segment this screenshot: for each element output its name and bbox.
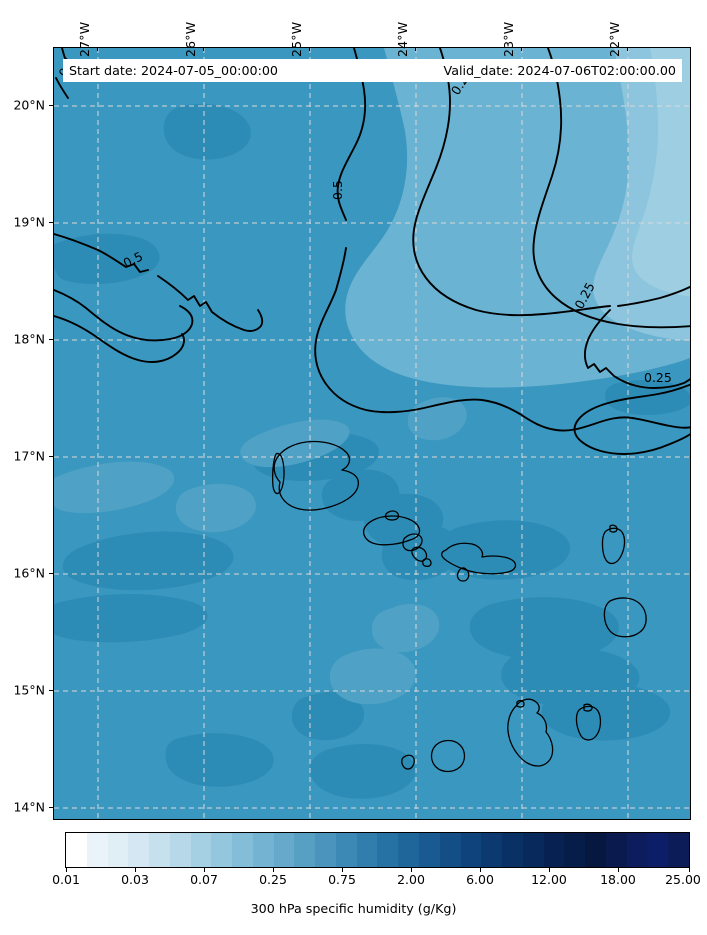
x-tickmark: [627, 47, 628, 51]
cb-tickmark: [135, 868, 136, 872]
x-tickmark: [309, 47, 310, 51]
colorbar-swatch: [522, 833, 544, 867]
colorbar-caption: 300 hPa specific humidity (g/Kg): [250, 901, 457, 916]
colorbar-swatch: [211, 833, 233, 867]
x-tickmark: [203, 47, 204, 51]
x-tickmark: [97, 47, 98, 51]
y-tickmark: [49, 339, 53, 340]
cb-tick-label-1200: 12.00: [531, 872, 567, 887]
colorbar-swatch: [439, 833, 461, 867]
y-tickmark: [49, 807, 53, 808]
colorbar-swatch: [419, 833, 440, 867]
colorbar-swatch: [605, 833, 627, 867]
region-dry-core-inner: [632, 48, 690, 297]
y-tick-label-20n: 20°N: [13, 97, 45, 113]
colorbar-swatch: [190, 833, 212, 867]
colorbar-swatch: [294, 833, 316, 867]
map-field-svg: 0.5 0.5 0.5 0.25 0.25 0.25: [54, 48, 690, 819]
title-overlay: Start date: 2024-07-05_00:00:00 Valid_da…: [63, 59, 682, 82]
y-tickmark: [49, 222, 53, 223]
y-tick-label-19n: 19°N: [13, 214, 45, 230]
x-tick-label-27w: 27°W: [77, 21, 92, 57]
map-clip: 0.5 0.5 0.5 0.25 0.25 0.25: [54, 48, 690, 819]
cb-tickmark: [204, 868, 205, 872]
colorbar-swatch: [86, 833, 108, 867]
map-plot-area[interactable]: 0.5 0.5 0.5 0.25 0.25 0.25: [53, 47, 691, 820]
start-date-label: Start date: 2024-07-05_00:00:00: [69, 63, 279, 78]
colorbar-swatch: [128, 833, 150, 867]
y-tickmark: [49, 105, 53, 106]
colorbar-swatch: [564, 833, 586, 867]
cb-tick-label-200: 2.00: [397, 872, 425, 887]
contour-label-025-lower: 0.25: [644, 370, 672, 385]
colorbar-swatch: [626, 833, 648, 867]
cb-tickmark: [480, 868, 481, 872]
map-gridlines: [54, 48, 690, 819]
colorbar-swatch: [543, 833, 565, 867]
colorbar-swatch: [460, 833, 482, 867]
coastline-cape-verde: [271, 440, 647, 773]
colorbar-swatch: [356, 833, 378, 867]
y-tick-label-15n: 15°N: [13, 682, 45, 698]
cb-tickmark: [66, 868, 67, 872]
cb-tick-label-075: 0.75: [328, 872, 356, 887]
colorbar-swatch: [335, 833, 357, 867]
cb-tick-label-001: 0.01: [52, 872, 80, 887]
x-tick-label-22w: 22°W: [607, 21, 622, 57]
cb-tick-label-600: 6.00: [466, 872, 494, 887]
x-tick-label-23w: 23°W: [501, 21, 516, 57]
y-tick-label-17n: 17°N: [13, 448, 45, 464]
colorbar-swatch: [169, 833, 191, 867]
cb-tick-label-007: 0.07: [190, 872, 218, 887]
colorbar-swatch: [252, 833, 274, 867]
x-tick-label-24w: 24°W: [395, 21, 410, 57]
x-tickmark: [521, 47, 522, 51]
cb-tickmark: [411, 868, 412, 872]
cb-tickmark: [342, 868, 343, 872]
valid-date-label: Valid_date: 2024-07-06T02:00:00.00: [443, 63, 676, 78]
colorbar-swatch: [232, 833, 253, 867]
y-tick-label-18n: 18°N: [13, 331, 45, 347]
x-tick-label-26w: 26°W: [183, 21, 198, 57]
y-tickmark: [49, 573, 53, 574]
region-lighter-filaments: [54, 397, 467, 705]
colorbar[interactable]: [65, 832, 690, 868]
x-tickmark: [415, 47, 416, 51]
x-tick-label-25w: 25°W: [289, 21, 304, 57]
colorbar-swatch: [502, 833, 523, 867]
y-tickmark: [49, 690, 53, 691]
colorbar-swatch: [315, 833, 336, 867]
y-tickmark: [49, 456, 53, 457]
cb-tick-label-003: 0.03: [121, 872, 149, 887]
cb-tick-label-025: 0.25: [259, 872, 287, 887]
colorbar-swatch: [107, 833, 129, 867]
cb-tickmark: [549, 868, 550, 872]
y-tick-label-16n: 16°N: [13, 565, 45, 581]
cb-tickmark: [273, 868, 274, 872]
colorbar-swatch: [149, 833, 170, 867]
cb-tick-label-1800: 18.00: [600, 872, 636, 887]
colorbar-swatch: [398, 833, 420, 867]
colorbar-swatch: [66, 833, 87, 867]
cb-tickmark: [689, 868, 690, 872]
cb-tick-label-2500: 25.00: [665, 872, 701, 887]
colorbar-swatch: [668, 833, 689, 867]
colorbar-swatch: [273, 833, 295, 867]
contour-label-05-center: 0.5: [330, 180, 345, 200]
colorbar-swatch: [585, 833, 606, 867]
colorbar-swatch: [481, 833, 503, 867]
colorbar-swatch: [377, 833, 399, 867]
colorbar-swatch: [647, 833, 669, 867]
cb-tickmark: [618, 868, 619, 872]
y-tick-label-14n: 14°N: [13, 799, 45, 815]
